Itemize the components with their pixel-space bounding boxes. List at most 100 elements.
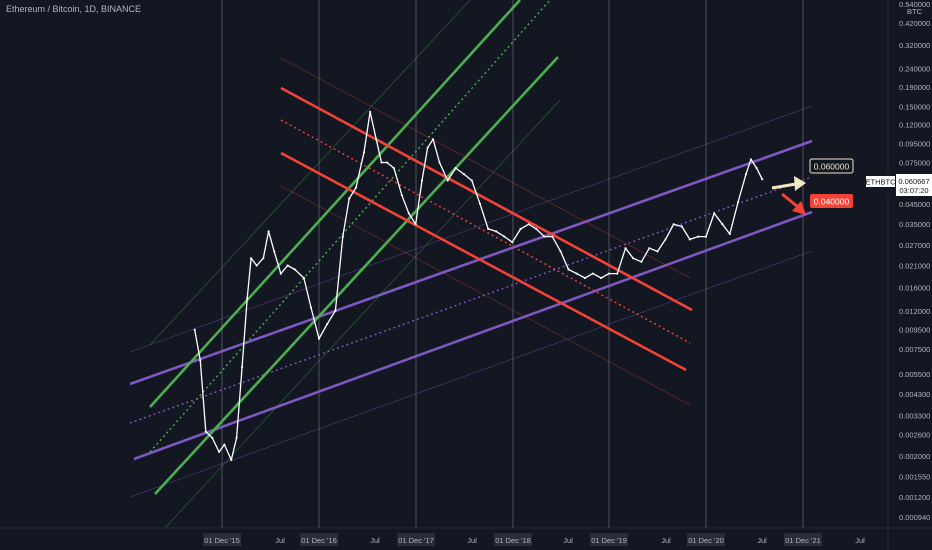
price-point: [755, 167, 758, 170]
price-point: [519, 227, 522, 230]
x-tick-label: 01 Dec '16: [301, 536, 337, 545]
y-tick-label: 0.002000: [899, 452, 930, 461]
y-tick-label: 0.035000: [899, 220, 930, 229]
price-point: [600, 276, 603, 280]
price-point: [511, 241, 514, 244]
price-point: [575, 272, 578, 275]
price-point: [616, 272, 619, 275]
price-point: [470, 179, 473, 182]
y-tick-label: 0.420000: [899, 19, 930, 28]
x-tick-label: Jul: [757, 536, 767, 545]
price-point: [688, 238, 691, 241]
price-point: [607, 272, 611, 275]
price-point: [241, 365, 244, 368]
price-point: [721, 223, 724, 226]
current-symbol-badge: [866, 176, 895, 187]
current-price-box[interactable]: [896, 174, 932, 196]
price-point: [632, 257, 635, 260]
upper-target-box[interactable]: [809, 158, 854, 174]
price-point: [640, 260, 643, 263]
y-tick-label: 0.190000: [899, 83, 930, 92]
price-point: [478, 202, 482, 205]
price-point: [400, 194, 403, 197]
y-tick-label: 0.001200: [899, 493, 930, 502]
green-channel-outer-upper: [149, 0, 471, 346]
x-tick-box: [784, 533, 822, 546]
y-tick-label: 0.016000: [899, 284, 930, 293]
purple-channel-outer-upper: [129, 105, 813, 353]
price-point: [230, 458, 233, 462]
x-tick-box: [494, 533, 532, 546]
red-channel-lower: [280, 151, 687, 372]
y-tick-label: 0.000940: [899, 513, 930, 522]
lower-target-box[interactable]: [810, 194, 853, 208]
y-tick-label: 0.120000: [899, 120, 930, 129]
lower-arrow-shaft: [781, 192, 799, 209]
green-channel-mid: [149, 0, 551, 453]
red-channel-upper: [280, 86, 693, 312]
price-axis-top-label: 0.540000: [899, 0, 930, 9]
price-point: [535, 227, 538, 230]
price-point: [432, 138, 435, 141]
price-point: [543, 235, 546, 238]
y-tick-label: 0.001550: [899, 473, 930, 482]
price-point: [262, 257, 265, 260]
price-point: [286, 264, 289, 267]
price-point: [375, 138, 378, 141]
price-point: [204, 430, 207, 433]
purple-channel-lower: [133, 210, 813, 461]
x-tick-label: Jul: [275, 536, 285, 545]
y-tick-label: 0.075000: [899, 159, 930, 168]
x-tick-label: 01 Dec '19: [591, 536, 627, 545]
price-point: [302, 276, 305, 280]
price-point: [749, 158, 753, 161]
y-tick-label: 0.240000: [899, 64, 930, 73]
price-point: [656, 250, 659, 253]
price-point: [680, 225, 684, 228]
lower-arrow-head: [792, 201, 806, 215]
upper-arrow-head: [794, 176, 806, 191]
price-point: [624, 247, 627, 250]
purple-channel-mid: [129, 176, 813, 424]
price-point: [250, 257, 253, 260]
price-point: [267, 230, 270, 233]
y-tick-label: 0.150000: [899, 102, 930, 111]
price-point: [583, 276, 587, 280]
lower-target-label: 0.040000: [814, 197, 850, 207]
y-tick-label: 0.004300: [899, 390, 930, 399]
x-tick-label: 01 Dec '21: [785, 536, 821, 545]
y-tick-label: 0.002600: [899, 431, 930, 440]
price-point: [309, 306, 313, 309]
y-tick-label: 0.003300: [899, 411, 930, 420]
price-point: [341, 235, 344, 238]
price-point: [487, 227, 490, 230]
price-point: [697, 235, 700, 238]
price-point: [495, 230, 498, 233]
x-tick-box: [300, 533, 338, 546]
price-point: [567, 268, 570, 271]
price-point: [279, 272, 282, 275]
x-tick-label: Jul: [661, 536, 671, 545]
price-point: [235, 436, 238, 439]
price-line-series: [194, 111, 763, 461]
green-channel-lower: [154, 56, 559, 495]
price-point: [744, 173, 748, 176]
price-point: [317, 337, 321, 340]
x-tick-label: Jul: [370, 536, 380, 545]
price-point: [420, 179, 424, 182]
x-tick-label: Jul: [563, 536, 573, 545]
x-tick-label: 01 Dec '15: [204, 536, 240, 545]
price-point: [503, 235, 506, 238]
price-point: [348, 197, 351, 200]
purple-channel-upper: [129, 139, 813, 386]
x-tick-box: [590, 533, 628, 546]
x-tick-label: Jul: [467, 536, 477, 545]
price-point: [334, 309, 337, 312]
price-point: [728, 232, 731, 236]
price-point: [446, 179, 449, 182]
x-tick-label: 01 Dec '18: [495, 536, 531, 545]
x-tick-label: Jul: [855, 536, 865, 545]
price-point: [672, 223, 675, 226]
